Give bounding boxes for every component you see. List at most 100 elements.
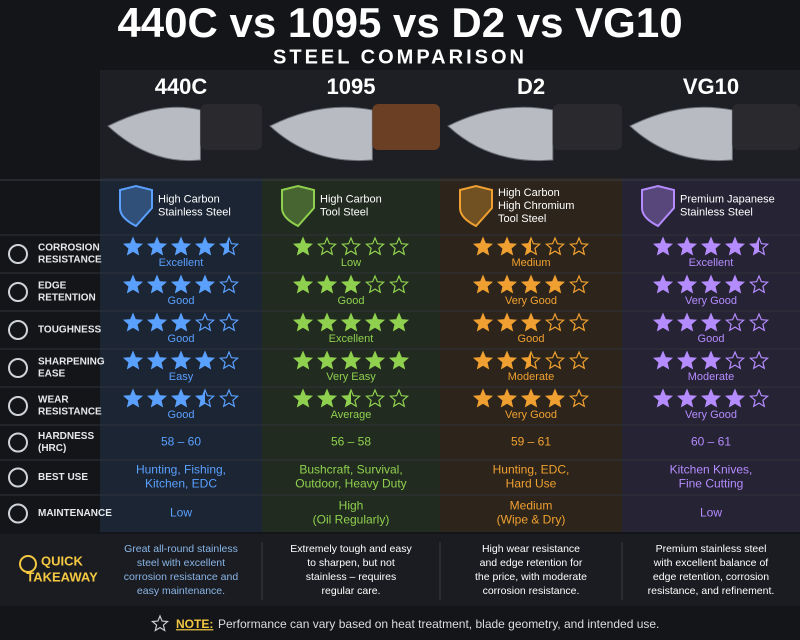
takeaway-text: steel with excellent: [137, 557, 225, 569]
rating-star: [748, 388, 770, 408]
rating-text: Excellent: [329, 333, 374, 345]
rating-star: [194, 312, 216, 332]
rating-star: [496, 274, 518, 294]
rating-star: [170, 236, 192, 256]
cell-text: Hard Use: [506, 477, 557, 491]
rating-star: [194, 350, 216, 370]
rating-text: Very Good: [685, 295, 737, 307]
takeaway-text: resistance, and refinement.: [648, 585, 775, 597]
rating-star: [316, 312, 338, 332]
takeaway-text: Extremely tough and easy: [290, 543, 412, 555]
rating-star: [340, 274, 362, 294]
rating-star: [194, 236, 216, 256]
rating-star: [388, 312, 410, 332]
rating-star: [568, 350, 590, 370]
rating-star: [292, 312, 314, 332]
cell-text: (Oil Regularly): [313, 513, 390, 527]
rating-text: Moderate: [508, 371, 554, 383]
takeaway-text: Premium stainless steel: [656, 543, 767, 555]
rating-star: [724, 274, 746, 294]
row-icon: [8, 467, 28, 488]
cell-text: Hunting, Fishing,: [136, 463, 226, 477]
rating-star: [520, 350, 542, 370]
row-icon: [8, 244, 28, 264]
cell-text: 60 – 61: [691, 435, 731, 449]
cell-text: Bushcraft, Survival,: [299, 463, 402, 477]
rating-text: Medium: [511, 257, 550, 269]
rating-text: Good: [168, 409, 195, 421]
takeaway-text: and edge retention for: [480, 557, 583, 569]
rating-star: [496, 350, 518, 370]
rating-star: [316, 274, 338, 294]
takeaway-text: the price, with moderate: [475, 571, 587, 583]
rating-star: [520, 236, 542, 256]
rating-star: [170, 312, 192, 332]
takeaway-text: corrosion resistance and: [124, 571, 239, 583]
rating-star: [676, 274, 698, 294]
rating-star: [364, 312, 386, 332]
rating-star: [292, 236, 314, 256]
steel-type: Stainless Steel: [158, 206, 231, 218]
rating-star: [520, 274, 542, 294]
rating-text: Excellent: [689, 257, 734, 269]
rating-star: [340, 236, 362, 256]
rating-text: Good: [338, 295, 365, 307]
cell-text: Fine Cutting: [679, 477, 744, 491]
steel-name: VG10: [683, 74, 739, 99]
rating-star: [700, 236, 722, 256]
rating-text: Excellent: [159, 257, 204, 269]
rating-star: [544, 350, 566, 370]
rating-text: Average: [331, 409, 372, 421]
row-label: RESISTANCE: [38, 407, 102, 418]
steel-type: High Carbon: [320, 193, 382, 205]
rating-star: [364, 388, 386, 408]
knife-handle: [732, 104, 800, 150]
row-icon: [8, 503, 28, 524]
cell-text: 56 – 58: [331, 435, 371, 449]
rating-star: [700, 388, 722, 408]
steel-type: High Carbon: [158, 193, 220, 205]
rating-star: [122, 274, 144, 294]
rating-star: [496, 236, 518, 256]
rating-text: Good: [518, 333, 545, 345]
steel-type: Tool Steel: [498, 213, 546, 225]
rating-star: [170, 388, 192, 408]
cell-text: Low: [170, 506, 192, 520]
rating-text: Very Good: [505, 295, 557, 307]
steel-name: 1095: [327, 74, 376, 99]
knife-handle: [372, 104, 440, 150]
steel-type: High Carbon: [498, 187, 560, 199]
rating-star: [472, 236, 494, 256]
cell-text: 59 – 61: [511, 435, 551, 449]
rating-text: Moderate: [688, 371, 734, 383]
steel-type: Stainless Steel: [680, 206, 753, 218]
rating-star: [340, 350, 362, 370]
rating-star: [316, 388, 338, 408]
type-icon: [281, 184, 315, 228]
row-label: BEST USE: [38, 472, 88, 483]
steel-name: 440C: [155, 74, 208, 99]
takeaway-text: High wear resistance: [482, 543, 580, 555]
rating-star: [652, 388, 674, 408]
takeaway-text: easy maintenance.: [137, 585, 225, 597]
rating-text: Good: [168, 295, 195, 307]
rating-star: [724, 236, 746, 256]
rating-star: [520, 312, 542, 332]
rating-star: [472, 388, 494, 408]
rating-star: [652, 350, 674, 370]
rating-star: [146, 388, 168, 408]
rating-star: [676, 312, 698, 332]
rating-star: [146, 274, 168, 294]
rating-star: [364, 236, 386, 256]
row-icon: [8, 358, 28, 378]
rating-star: [496, 312, 518, 332]
row-label: RETENTION: [38, 293, 96, 304]
rating-star: [544, 388, 566, 408]
note-label: NOTE:: [176, 617, 213, 631]
row-icon: [8, 282, 28, 302]
rating-star: [496, 388, 518, 408]
rating-star: [472, 274, 494, 294]
knife-blade: [107, 106, 201, 162]
